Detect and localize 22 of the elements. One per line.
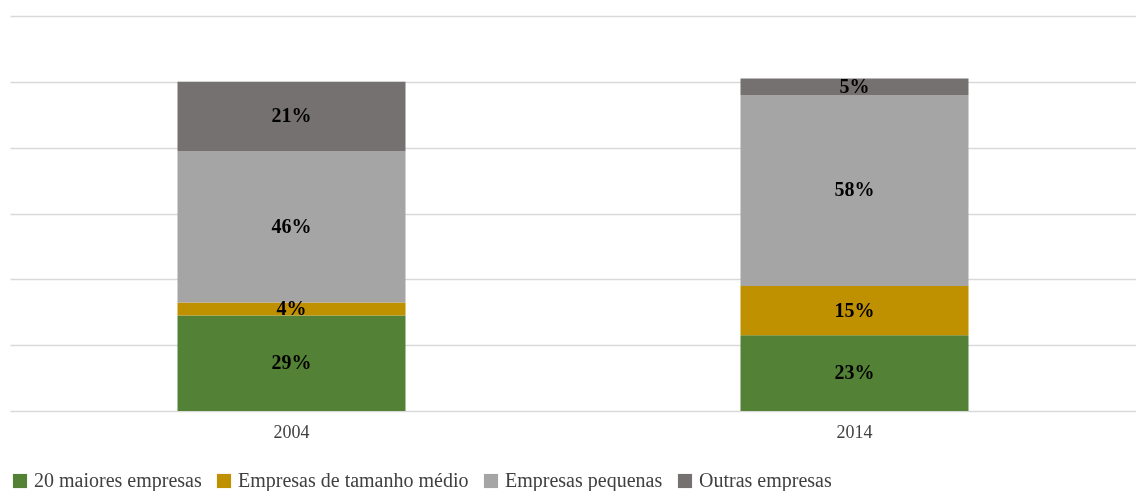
data-label: 4% xyxy=(276,296,307,319)
x-tick-label: 2014 xyxy=(836,421,873,442)
x-tick-label: 2004 xyxy=(273,421,310,442)
bar xyxy=(740,335,969,411)
bar xyxy=(177,302,406,316)
data-label: 23% xyxy=(834,361,875,384)
bar xyxy=(177,150,406,303)
legend-label: Empresas de tamanho médio xyxy=(238,469,469,492)
legend-label: 20 maiores empresas xyxy=(34,469,202,492)
data-label: 5% xyxy=(839,74,870,97)
bar xyxy=(177,81,406,151)
data-label: 15% xyxy=(834,298,875,321)
legend-label: Outras empresas xyxy=(699,469,832,492)
data-label: 46% xyxy=(271,214,312,237)
legend-label: Empresas pequenas xyxy=(505,469,663,492)
bar xyxy=(740,285,969,336)
bar xyxy=(740,95,969,286)
data-label: 29% xyxy=(271,351,312,374)
bar xyxy=(740,78,969,95)
data-label: 21% xyxy=(271,104,312,127)
bar xyxy=(177,315,406,411)
data-label: 58% xyxy=(834,178,875,201)
